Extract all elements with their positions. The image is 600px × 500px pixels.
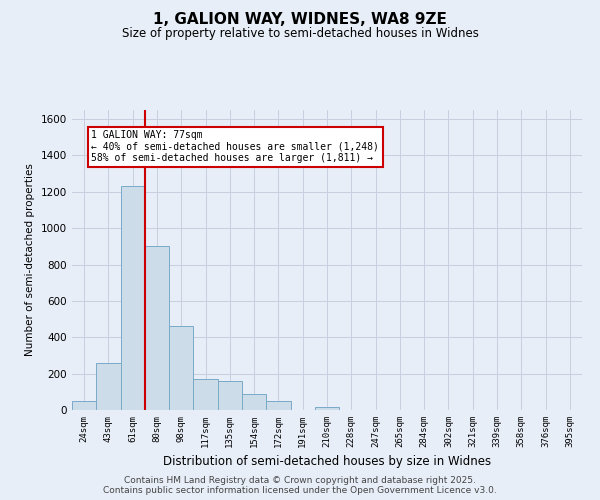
Text: 1 GALION WAY: 77sqm
← 40% of semi-detached houses are smaller (1,248)
58% of sem: 1 GALION WAY: 77sqm ← 40% of semi-detach… bbox=[91, 130, 379, 163]
Bar bbox=[193, 379, 218, 410]
Bar bbox=[72, 401, 96, 410]
Bar bbox=[145, 246, 169, 410]
Bar bbox=[266, 401, 290, 410]
Text: Contains HM Land Registry data © Crown copyright and database right 2025.: Contains HM Land Registry data © Crown c… bbox=[124, 476, 476, 485]
Bar bbox=[121, 186, 145, 410]
Text: Size of property relative to semi-detached houses in Widnes: Size of property relative to semi-detach… bbox=[122, 28, 478, 40]
Bar bbox=[315, 408, 339, 410]
Y-axis label: Number of semi-detached properties: Number of semi-detached properties bbox=[25, 164, 35, 356]
X-axis label: Distribution of semi-detached houses by size in Widnes: Distribution of semi-detached houses by … bbox=[163, 456, 491, 468]
Text: 1, GALION WAY, WIDNES, WA8 9ZE: 1, GALION WAY, WIDNES, WA8 9ZE bbox=[153, 12, 447, 28]
Bar bbox=[96, 362, 121, 410]
Bar bbox=[242, 394, 266, 410]
Bar bbox=[169, 326, 193, 410]
Bar bbox=[218, 381, 242, 410]
Text: Contains public sector information licensed under the Open Government Licence v3: Contains public sector information licen… bbox=[103, 486, 497, 495]
